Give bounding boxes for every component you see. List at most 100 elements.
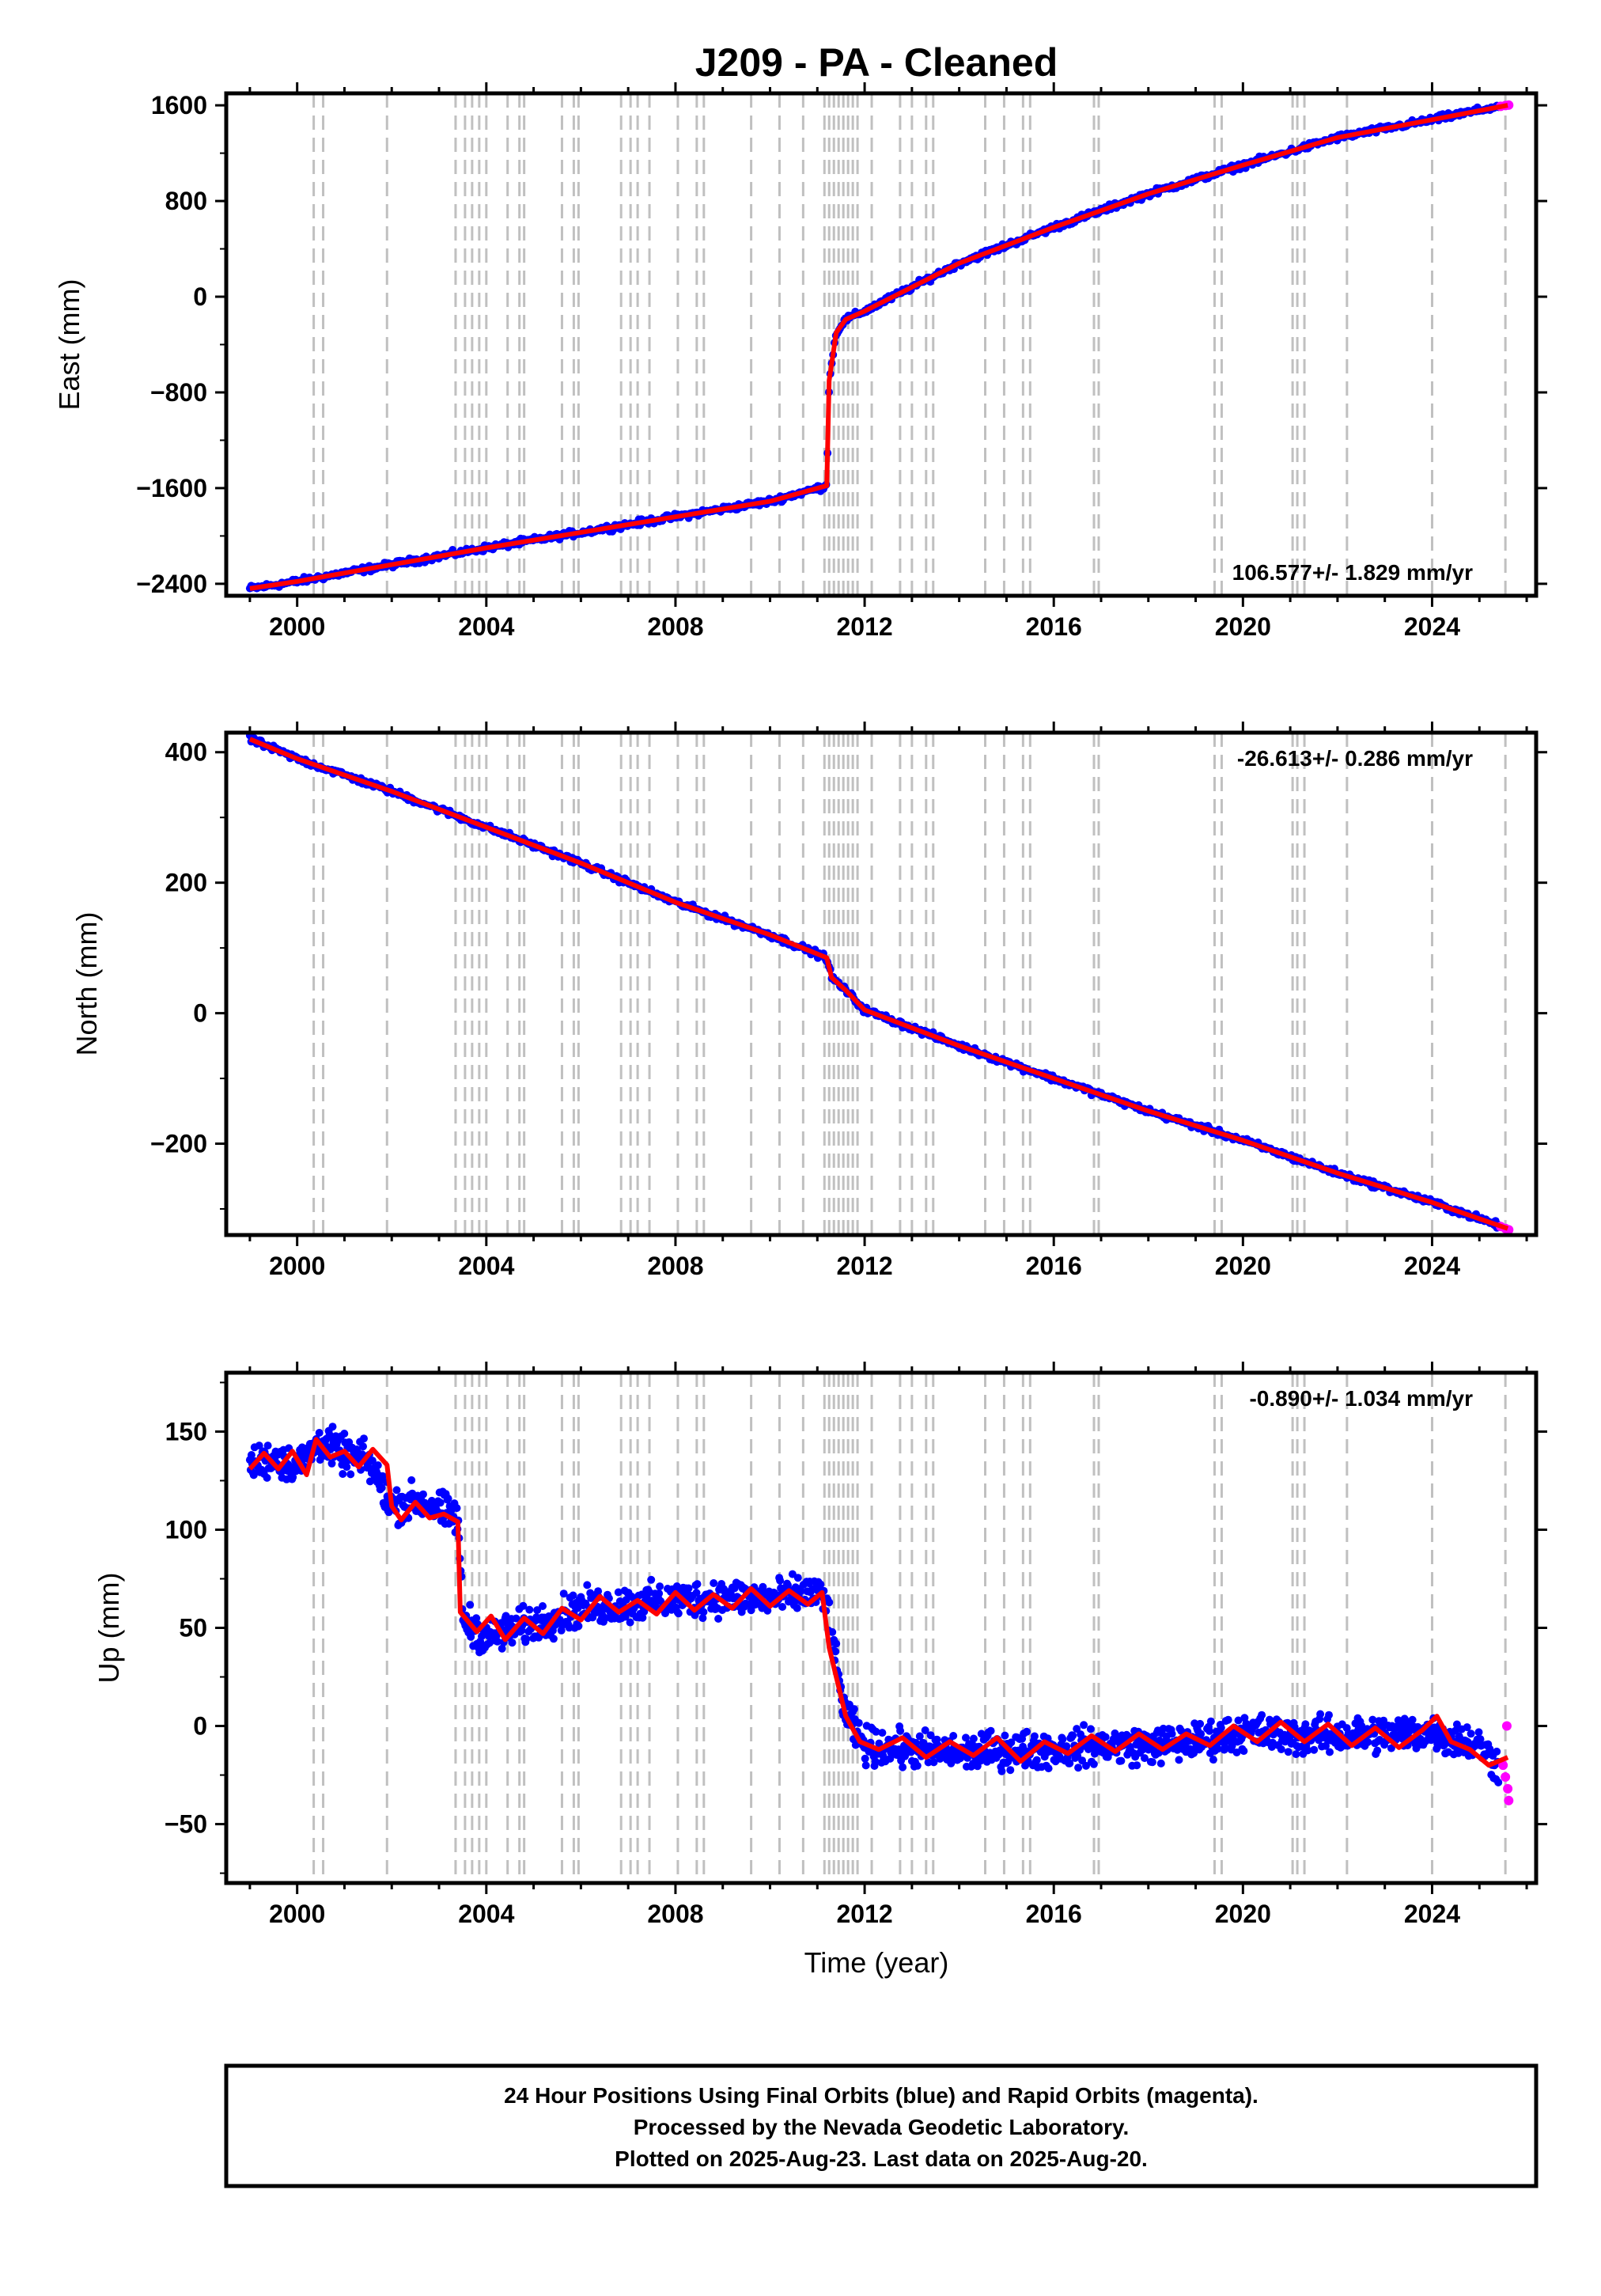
- model-line: [249, 103, 1508, 591]
- data-point: [263, 1442, 272, 1450]
- data-point: [1228, 1741, 1236, 1750]
- data-point: [854, 1718, 863, 1727]
- data-point: [956, 1754, 965, 1763]
- data-point: [1101, 1733, 1110, 1741]
- y-tick-label: −800: [150, 378, 207, 407]
- x-tick-label: 2016: [1026, 1900, 1082, 1928]
- data-point: [1463, 1737, 1472, 1746]
- data-point: [1387, 1744, 1395, 1752]
- data-point: [693, 1580, 702, 1589]
- data-point: [924, 1758, 933, 1767]
- data-point: [549, 1635, 558, 1643]
- data-point: [1292, 1750, 1300, 1759]
- x-tick-label: 2012: [836, 1900, 892, 1928]
- data-point: [1463, 1723, 1471, 1732]
- y-tick-label: 150: [165, 1417, 207, 1445]
- velocity-label: -26.613+/- 0.286 mm/yr: [1237, 746, 1473, 771]
- data-point: [949, 1732, 958, 1740]
- data-point: [1007, 1738, 1016, 1747]
- data-point: [328, 1423, 337, 1431]
- x-tick-label: 2004: [458, 612, 514, 641]
- data-point: [969, 1734, 978, 1743]
- data-point: [1368, 1715, 1377, 1724]
- data-point: [747, 1606, 755, 1615]
- x-tick-label: 2016: [1026, 1252, 1082, 1280]
- data-point: [1001, 1731, 1009, 1740]
- data-point: [674, 1609, 683, 1618]
- rapid-point: [1503, 1783, 1513, 1794]
- y-tick-label: −1600: [136, 474, 207, 502]
- x-tick-label: 2008: [647, 1900, 703, 1928]
- data-point: [861, 1761, 870, 1770]
- data-point: [485, 1639, 494, 1647]
- data-point: [289, 1473, 297, 1481]
- data-point: [1196, 1719, 1205, 1728]
- data-point: [1301, 1720, 1310, 1729]
- data-point: [559, 1589, 568, 1598]
- data-point: [574, 1622, 583, 1631]
- data-point: [1376, 1736, 1384, 1744]
- data-point: [1175, 1756, 1183, 1764]
- velocity-label: -0.890+/- 1.034 mm/yr: [1249, 1386, 1473, 1411]
- data-point: [1089, 1760, 1098, 1768]
- data-point: [1364, 1737, 1372, 1746]
- plot-area: [245, 93, 1514, 596]
- rapid-point: [1504, 1795, 1514, 1805]
- data-point: [263, 1473, 271, 1482]
- data-point: [346, 1470, 355, 1479]
- data-point: [776, 1576, 785, 1585]
- data-point: [1206, 1717, 1215, 1726]
- data-point: [921, 1726, 929, 1734]
- x-tick-label: 2020: [1215, 1900, 1271, 1928]
- data-point: [359, 1442, 367, 1451]
- data-point: [828, 1627, 837, 1636]
- data-point: [1086, 1725, 1095, 1733]
- data-point: [861, 1754, 869, 1763]
- data-point: [1408, 1715, 1417, 1724]
- data-point: [255, 1442, 263, 1450]
- figure-title: J209 - PA - Cleaned: [695, 40, 1058, 85]
- data-point: [626, 1618, 634, 1627]
- data-point: [472, 1614, 481, 1623]
- data-point: [614, 1588, 623, 1597]
- data-point: [816, 1580, 825, 1589]
- data-point: [832, 1639, 841, 1648]
- data-point: [1006, 1766, 1015, 1775]
- y-tick-label: 0: [193, 282, 207, 311]
- footer-line-1: 24 Hour Positions Using Final Orbits (bl…: [504, 2083, 1258, 2108]
- data-point: [1148, 1758, 1156, 1767]
- data-point: [1494, 1778, 1503, 1786]
- data-point: [929, 1758, 938, 1767]
- data-point: [569, 1591, 577, 1600]
- data-point: [419, 1490, 427, 1498]
- data-point: [1069, 1731, 1077, 1740]
- final-orbit-points: [245, 101, 1503, 593]
- data-point: [684, 1584, 693, 1593]
- data-point: [655, 1589, 664, 1597]
- data-point: [1065, 1759, 1074, 1767]
- data-point: [373, 1461, 382, 1469]
- y-axis-label: North (mm): [70, 912, 103, 1056]
- panel-frame: [224, 730, 1539, 1237]
- panel-north: 2000 2004 2008 2012 2016 2020 2024 −200 0 200 400 N…: [70, 722, 1547, 1280]
- data-point: [340, 1430, 349, 1438]
- x-tick-label: 2024: [1404, 1252, 1460, 1280]
- data-point: [508, 1639, 517, 1647]
- y-tick-label: −200: [150, 1130, 207, 1158]
- data-point: [878, 1729, 887, 1737]
- data-point: [1304, 1746, 1312, 1755]
- data-point: [831, 1647, 840, 1656]
- x-tick-label: 2000: [269, 612, 325, 641]
- data-point: [1474, 1728, 1483, 1737]
- y-tick-label: 1600: [151, 91, 207, 119]
- data-point: [539, 1602, 547, 1610]
- data-point: [1224, 1715, 1232, 1724]
- data-point: [339, 1470, 347, 1478]
- x-tick-label: 2020: [1215, 612, 1271, 641]
- data-point: [1325, 1711, 1333, 1719]
- data-point: [533, 1606, 542, 1615]
- data-point: [962, 1733, 970, 1742]
- data-point: [467, 1632, 475, 1641]
- data-point: [519, 1601, 528, 1610]
